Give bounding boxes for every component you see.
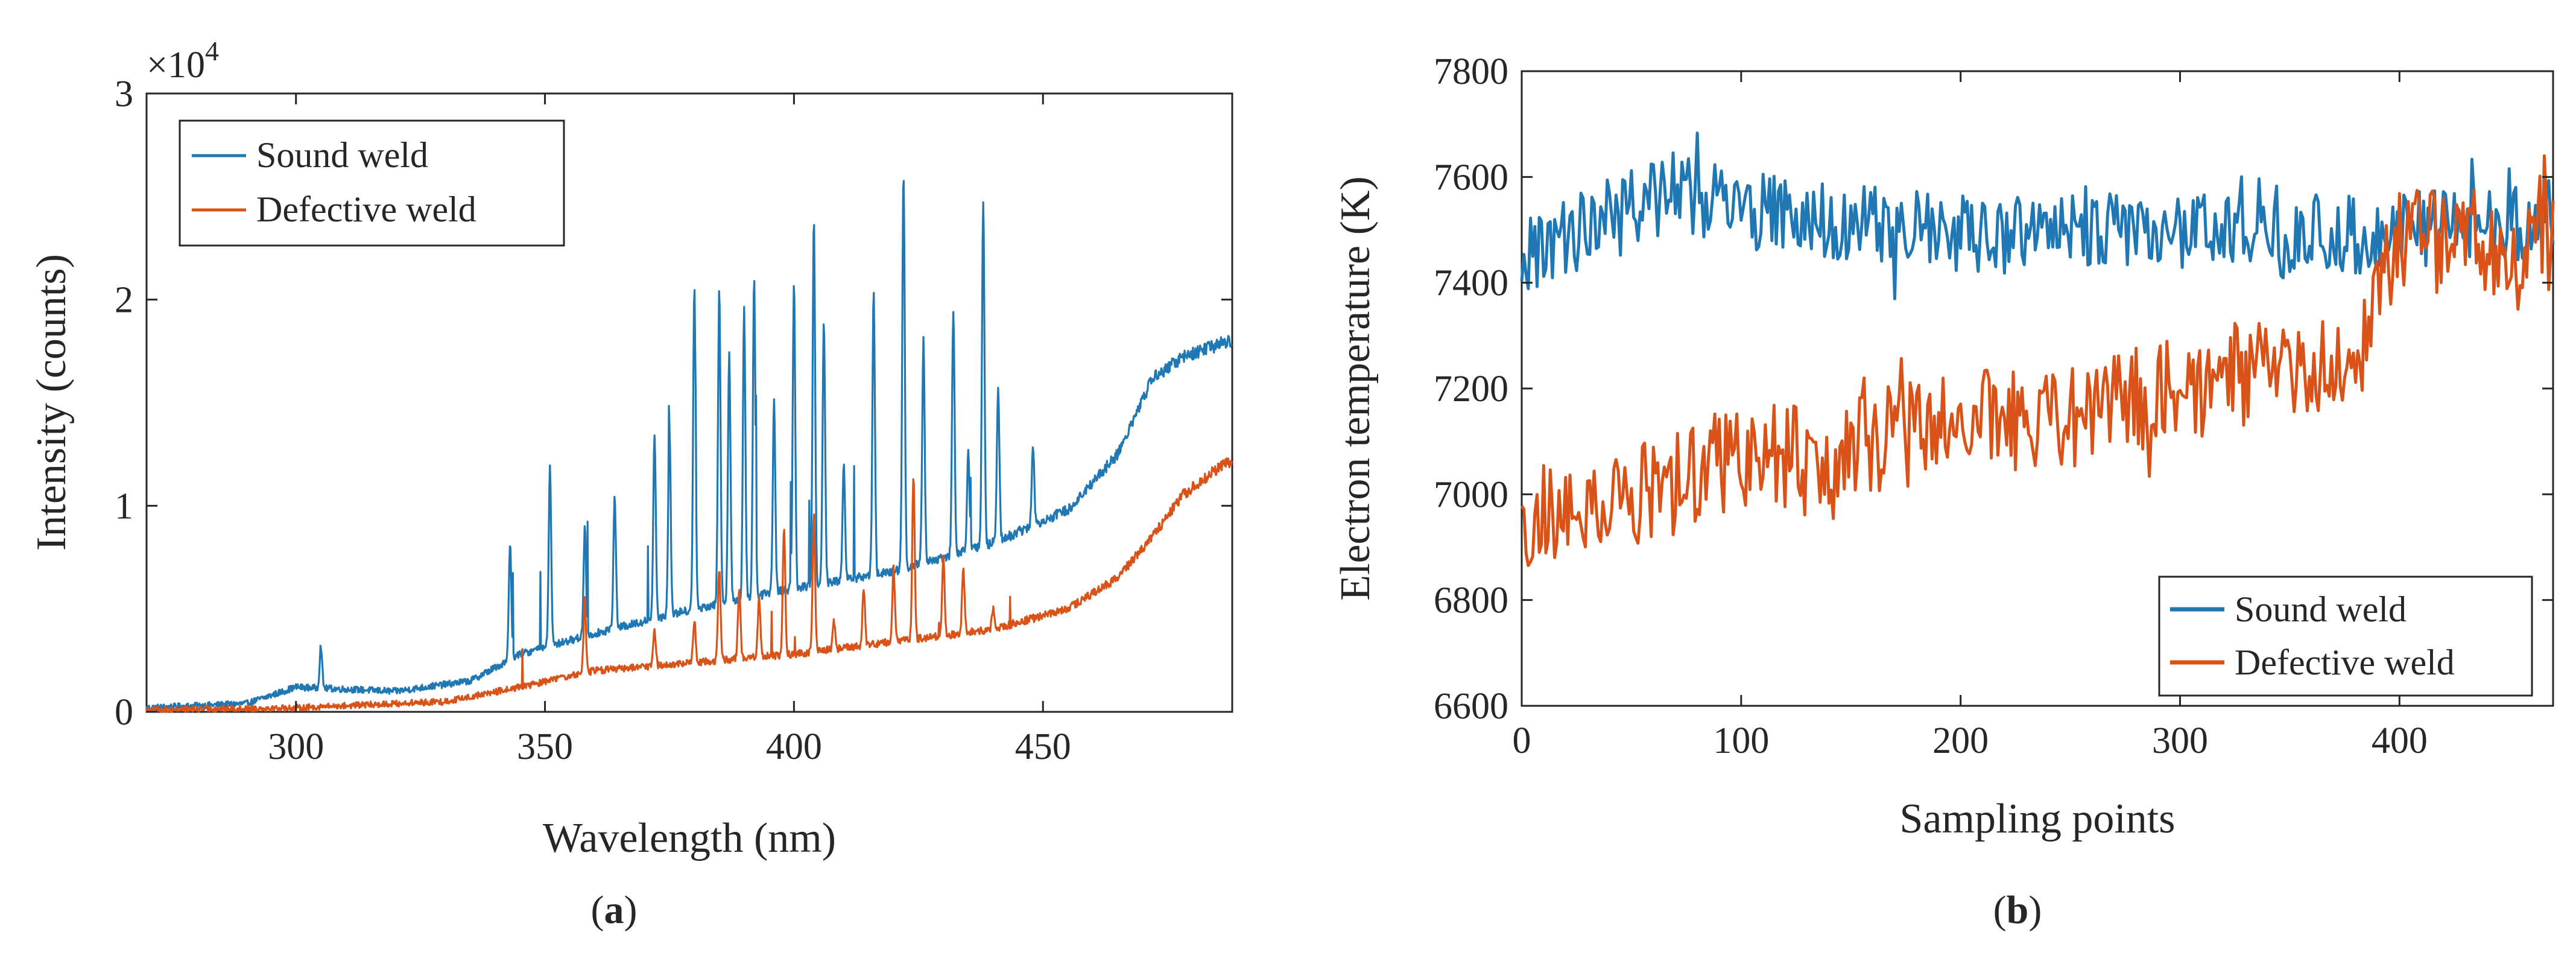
panel-b-y-tick-label: 7800 xyxy=(1434,51,1508,92)
panel-b-x-axis-label: Sampling points xyxy=(1900,796,2176,842)
panel-a-legend-defective-label: Defective weld xyxy=(256,189,476,229)
panel-b-axes: 0 100 200 300 400 6600 6800 7000 7200 7400 7600 780… xyxy=(1434,51,2553,761)
panel-b-y-tick-label: 6600 xyxy=(1434,686,1508,727)
panel-a-caption: (a) xyxy=(591,888,638,932)
panel-b-legend: Sound weld Defective weld xyxy=(2158,576,2533,697)
panel-a-exponent-label: ×104 xyxy=(147,36,219,86)
panel-b-x-tick-label: 0 xyxy=(1513,720,1531,761)
panel-b-x-tick-label: 400 xyxy=(2372,720,2428,761)
panel-b-legend-box xyxy=(2158,576,2533,697)
panel-a-x-axis-label: Wavelength (nm) xyxy=(543,815,836,861)
panel-a-legend-sound-label: Sound weld xyxy=(256,135,428,175)
panel-b-legend-defective-label: Defective weld xyxy=(2235,642,2455,682)
panel-a-x-tick-label: 400 xyxy=(766,726,822,767)
panel-b-y-tick-label: 6800 xyxy=(1434,580,1508,621)
panel-a-y-tick-label: 1 xyxy=(115,486,133,527)
panel-a-y-tick-label: 0 xyxy=(115,692,133,733)
panel-a-series-group xyxy=(145,180,1233,713)
panel-a-x-tick-label: 450 xyxy=(1015,726,1071,767)
panel-b-x-tick-label: 200 xyxy=(1932,720,1989,761)
panel-a-legend: Sound weld Defective weld xyxy=(179,119,565,247)
panel-a-y-tick-label: 3 xyxy=(115,74,133,115)
panel-b-series-sound-weld-line xyxy=(1520,132,2555,300)
panel-a-series-sound-weld-line xyxy=(145,180,1233,711)
panel-b-series-group xyxy=(1520,132,2555,567)
panel-a-series-defective-weld-line xyxy=(145,457,1233,713)
panel-b-y-tick-label: 7200 xyxy=(1434,369,1508,410)
panel-a-chart: 300 350 400 450 0 1 2 3 ×104 Wavelength (nm) In… xyxy=(28,36,1233,932)
panel-b-x-tick-label: 100 xyxy=(1713,720,1769,761)
panel-b-legend-sound-label: Sound weld xyxy=(2235,589,2407,629)
panel-b-y-tick-label: 7000 xyxy=(1434,474,1508,515)
panel-b-caption: (b) xyxy=(1993,888,2042,932)
panel-a-x-tick-label: 350 xyxy=(517,726,573,767)
panel-b-series-defective-weld-line xyxy=(1520,154,2555,567)
panel-b-x-tick-label: 300 xyxy=(2152,720,2208,761)
panel-a-x-tick-label: 300 xyxy=(268,726,324,767)
panel-a-y-axis-label: Intensity (counts) xyxy=(28,254,75,551)
panel-a-axes: 300 350 400 450 0 1 2 3 xyxy=(115,74,1232,767)
panel-b-y-axis-label: Electron temperature (K) xyxy=(1332,176,1379,601)
panel-b-y-tick-label: 7400 xyxy=(1434,263,1508,304)
panel-a-legend-box xyxy=(179,119,565,247)
panel-b-chart: 0 100 200 300 400 6600 6800 7000 7200 7400 7600 780… xyxy=(1332,51,2555,932)
panel-b-y-tick-label: 7600 xyxy=(1434,157,1508,198)
panel-a-y-tick-label: 2 xyxy=(115,280,133,321)
